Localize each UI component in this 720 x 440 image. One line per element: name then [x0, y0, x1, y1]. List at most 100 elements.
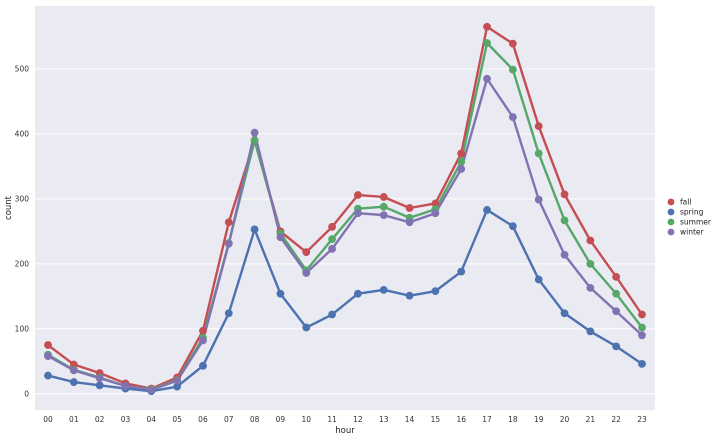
x-tick-label: 11 [327, 415, 337, 424]
x-tick-label: 10 [301, 415, 311, 424]
data-point-fall [483, 22, 491, 31]
data-point-spring [69, 378, 78, 386]
x-tick-labels: 00 01 02 03 04 05 06 07 08 09 10 11 12 13 14 15 16 17 18 19… [43, 415, 647, 424]
x-tick-label: 15 [431, 415, 441, 424]
data-point-spring [173, 382, 182, 391]
x-tick-label: 06 [198, 415, 208, 424]
data-point-spring [586, 327, 595, 336]
x-tick-label: 13 [379, 415, 389, 424]
y-tick-labels: 0 100 200 300 400 500 [15, 65, 30, 399]
data-point-summer [612, 289, 621, 298]
data-point-fall [508, 39, 517, 48]
data-point-fall [44, 341, 52, 349]
data-point-winter [121, 382, 130, 390]
data-point-spring [379, 285, 388, 294]
series-lines [47, 25, 643, 393]
x-tick-label: 07 [224, 415, 234, 424]
data-point-winter [534, 195, 543, 204]
data-point-summer [379, 202, 388, 211]
data-point-fall [560, 190, 569, 199]
data-point-winter [638, 331, 646, 340]
data-point-spring [95, 381, 104, 390]
data-point-spring [224, 309, 233, 318]
y-tick-label: 500 [15, 65, 30, 74]
y-tick-label: 0 [24, 389, 29, 398]
data-point-winter [173, 376, 182, 385]
x-tick-label: 16 [456, 415, 466, 424]
data-point-winter [431, 209, 440, 218]
data-point-winter [586, 283, 595, 292]
y-tick-label: 300 [15, 194, 30, 203]
x-tick-label: 23 [637, 415, 647, 424]
data-point-spring [638, 359, 646, 368]
data-point-spring [199, 361, 207, 370]
data-point-spring [457, 267, 466, 276]
data-point-summer [508, 65, 517, 74]
x-tick-label: 20 [560, 415, 570, 424]
y-tick-label: 100 [15, 324, 30, 333]
data-point-winter [612, 307, 621, 316]
data-point-winter [199, 336, 207, 345]
y-tick-label: 200 [15, 259, 30, 268]
data-point-fall [586, 236, 595, 245]
data-point-summer [250, 136, 259, 145]
y-axis-label: count [4, 195, 14, 220]
data-point-fall [354, 191, 362, 199]
legend-marker-spring [667, 208, 675, 216]
plot-background [35, 6, 655, 410]
data-point-winter [69, 366, 78, 375]
legend-label-fall: fall [680, 198, 691, 207]
series-line-spring [47, 208, 643, 393]
data-point-fall [302, 248, 311, 257]
series-line-winter [47, 77, 643, 392]
x-tick-label: 01 [69, 415, 79, 424]
data-point-fall [199, 326, 207, 335]
data-point-spring [483, 206, 491, 214]
legend-label-summer: summer [680, 218, 712, 227]
x-tick-label: 04 [147, 415, 157, 424]
data-point-fall [534, 122, 543, 131]
x-tick-label: 17 [482, 415, 492, 424]
data-point-summer [586, 259, 595, 268]
data-point-fall [638, 310, 646, 319]
data-point-winter [328, 245, 336, 253]
x-tick-label: 19 [534, 415, 544, 424]
x-tick-label: 05 [172, 415, 182, 424]
x-tick-label: 00 [43, 415, 53, 424]
x-tick-label: 08 [250, 415, 260, 424]
x-tick-label: 21 [586, 415, 596, 424]
data-point-spring [276, 289, 285, 298]
data-point-spring [534, 275, 543, 284]
data-point-summer [638, 323, 646, 332]
data-point-spring [560, 309, 569, 318]
data-point-summer [534, 149, 543, 158]
data-point-spring [431, 287, 440, 296]
x-axis-label: hour [335, 426, 355, 436]
data-point-spring [302, 323, 311, 332]
legend-label-winter: winter [680, 228, 705, 237]
data-point-winter [276, 233, 285, 242]
data-point-fall [431, 199, 440, 208]
x-tick-label: 14 [405, 415, 415, 424]
data-point-fall [379, 193, 388, 201]
data-point-winter [379, 211, 388, 220]
x-tick-label: 12 [353, 415, 363, 424]
data-point-spring [612, 342, 621, 351]
data-point-winter [302, 269, 311, 277]
data-point-summer [483, 39, 491, 47]
data-point-fall [328, 222, 336, 231]
data-point-spring [354, 289, 362, 298]
x-tick-label: 22 [611, 415, 621, 424]
data-point-fall [457, 149, 466, 158]
data-point-summer [328, 235, 336, 244]
series-points [44, 22, 646, 396]
data-point-spring [44, 371, 52, 380]
data-point-fall [405, 204, 414, 212]
data-point-winter [250, 128, 259, 137]
data-point-winter [508, 113, 517, 121]
data-point-summer [560, 216, 569, 225]
data-point-fall [224, 218, 233, 227]
gridlines [35, 68, 655, 395]
legend-marker-fall [667, 198, 675, 206]
legend-marker-winter [667, 228, 675, 236]
